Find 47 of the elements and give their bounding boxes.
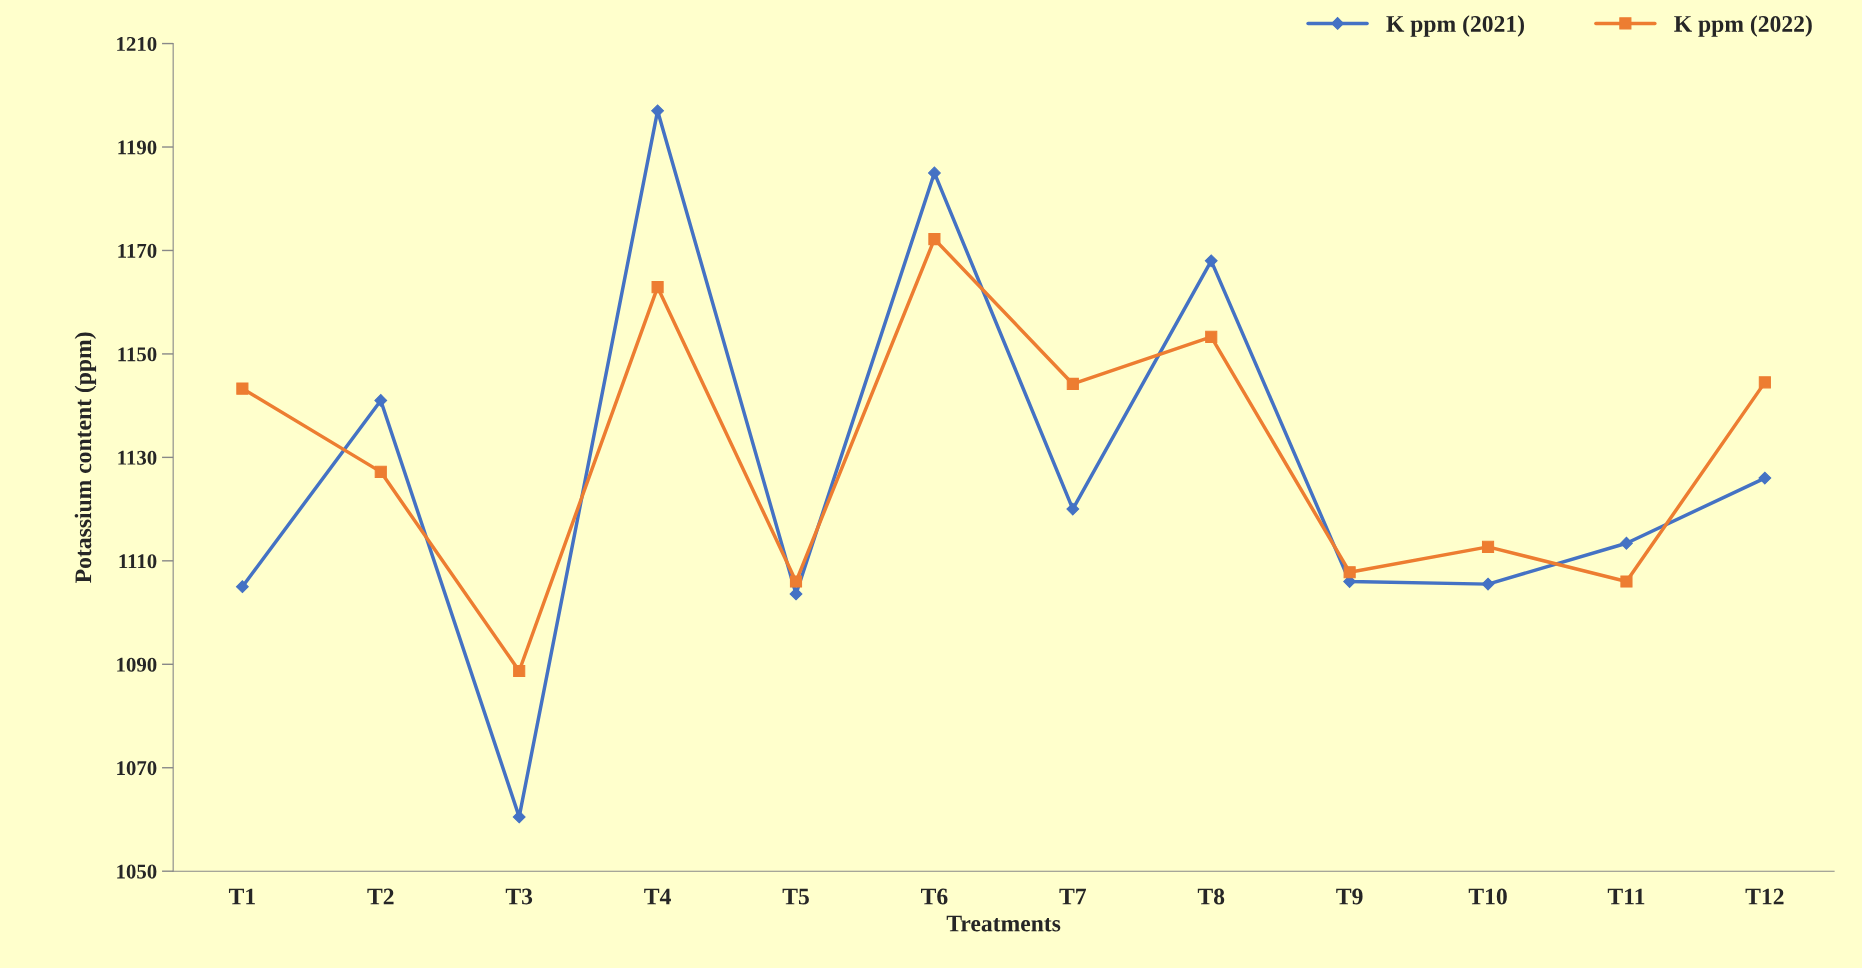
point bbox=[236, 382, 249, 395]
x-tick-label: T11 bbox=[1607, 888, 1645, 905]
y-tick-label: 1210 bbox=[117, 36, 157, 51]
x-tick-label: T10 bbox=[1468, 888, 1507, 905]
y-tick-label: 1170 bbox=[118, 243, 157, 258]
point bbox=[1481, 577, 1495, 591]
point bbox=[789, 575, 803, 588]
x-tick-label: T5 bbox=[782, 888, 809, 905]
point bbox=[928, 166, 941, 180]
x-tick-label: T9 bbox=[1336, 888, 1363, 905]
point bbox=[1343, 566, 1356, 579]
x-tick-label: T4 bbox=[644, 888, 671, 905]
y-tick-label: 1190 bbox=[118, 140, 157, 155]
y-tick-label: 1150 bbox=[118, 347, 157, 362]
x-tick-label: T3 bbox=[505, 888, 533, 905]
point bbox=[235, 580, 249, 594]
point bbox=[1620, 536, 1633, 550]
y-axis-title: Potassium content (ppm) bbox=[74, 332, 97, 583]
legend-label: K ppm (2021) bbox=[1386, 15, 1524, 37]
point bbox=[1481, 540, 1495, 553]
point bbox=[1758, 376, 1771, 389]
y-tick-label: 1070 bbox=[117, 761, 157, 776]
point bbox=[1066, 377, 1079, 390]
y-tick-label: 1130 bbox=[118, 450, 157, 465]
point bbox=[1205, 330, 1218, 343]
x-tick-label: T2 bbox=[367, 888, 394, 905]
point bbox=[1066, 502, 1080, 516]
point bbox=[789, 587, 803, 601]
point bbox=[1204, 254, 1218, 268]
point bbox=[513, 664, 526, 678]
x-tick-label: T6 bbox=[921, 888, 948, 905]
point bbox=[1758, 471, 1772, 485]
point bbox=[651, 281, 664, 294]
y-tick-label: 1090 bbox=[117, 657, 157, 672]
point bbox=[374, 394, 388, 407]
y-tick-label: 1110 bbox=[119, 554, 157, 569]
y-tick-label: 1050 bbox=[117, 864, 157, 879]
x-tick-label: T1 bbox=[228, 888, 255, 905]
point bbox=[928, 233, 941, 246]
x-tick-label: T8 bbox=[1197, 888, 1225, 905]
x-axis-title: Treatments bbox=[946, 915, 1061, 932]
point bbox=[512, 810, 526, 824]
x-tick-label: T7 bbox=[1059, 888, 1087, 905]
x-tick-label: T12 bbox=[1745, 888, 1784, 905]
point bbox=[1620, 575, 1633, 588]
legend-label: K ppm (2022) bbox=[1674, 15, 1812, 37]
point bbox=[374, 465, 387, 478]
